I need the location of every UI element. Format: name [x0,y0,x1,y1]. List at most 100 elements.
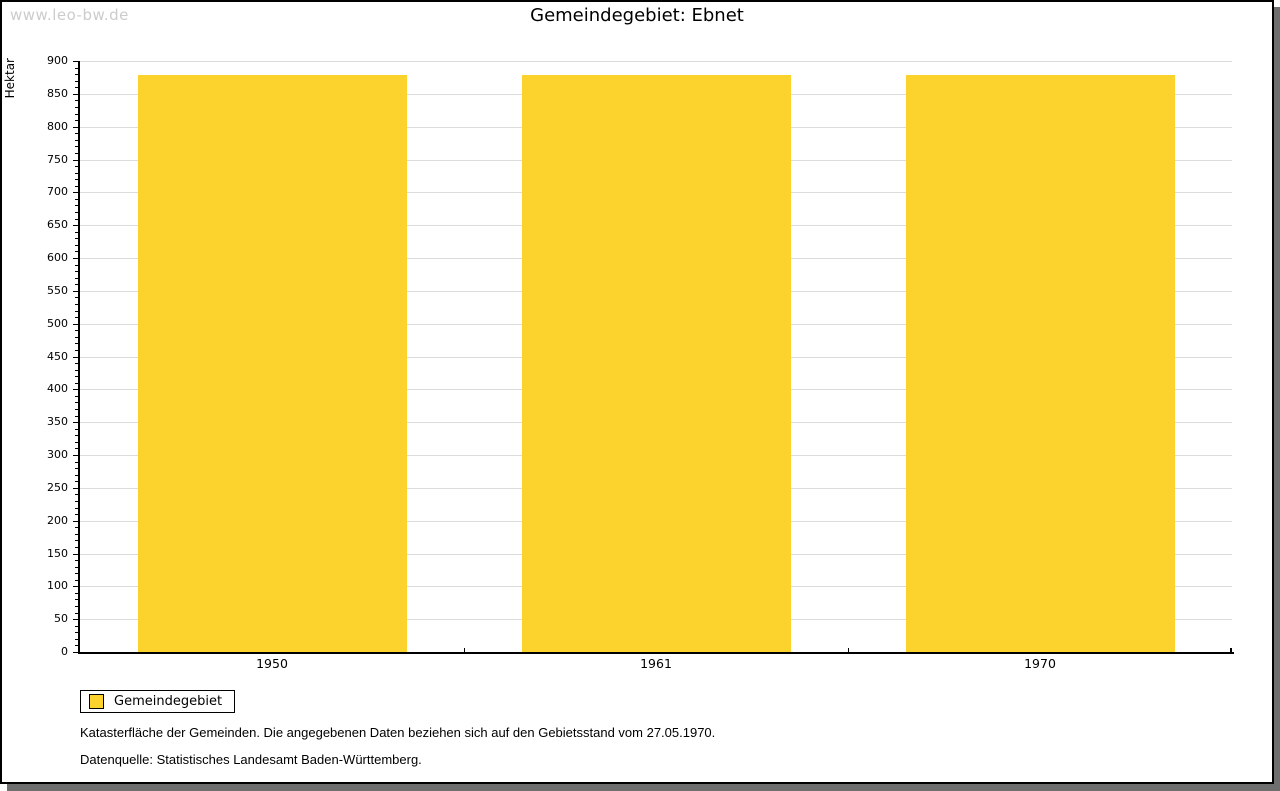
y-minor-tick [75,573,78,574]
y-minor-tick [75,645,78,646]
y-minor-tick [75,186,78,187]
y-minor-tick [75,337,78,338]
y-minor-tick [75,284,78,285]
y-minor-tick [75,481,78,482]
x-axis-end-tick [1230,648,1232,652]
y-tick-label: 300 [47,448,68,461]
y-minor-tick [75,448,78,449]
y-minor-tick [75,435,78,436]
y-minor-tick [75,100,78,101]
y-minor-tick [75,120,78,121]
chart-title: Gemeindegebiet: Ebnet [530,5,744,26]
bar [138,75,407,652]
y-major-tick [73,258,78,259]
y-minor-tick [75,114,78,115]
y-minor-tick [75,514,78,515]
y-major-tick [73,455,78,456]
y-minor-tick [75,350,78,351]
y-major-tick [73,127,78,128]
y-minor-tick [75,245,78,246]
y-minor-tick [75,304,78,305]
y-minor-tick [75,311,78,312]
y-major-tick [73,521,78,522]
y-minor-tick [75,475,78,476]
x-tick-label: 1970 [1024,656,1056,671]
y-minor-tick [75,416,78,417]
y-major-tick [73,324,78,325]
y-tick-label: 550 [47,284,68,297]
y-minor-tick [75,639,78,640]
y-minor-tick [75,219,78,220]
y-tick-label: 200 [47,514,68,527]
y-minor-tick [75,567,78,568]
y-minor-tick [75,468,78,469]
y-minor-tick [75,613,78,614]
y-major-tick [73,61,78,62]
y-minor-tick [75,402,78,403]
y-tick-label: 650 [47,218,68,231]
y-minor-tick [75,606,78,607]
y-major-tick [73,619,78,620]
y-tick-label: 450 [47,350,68,363]
y-minor-tick [75,153,78,154]
y-tick-label: 100 [47,579,68,592]
y-minor-tick [75,599,78,600]
y-minor-tick [75,560,78,561]
y-minor-tick [75,146,78,147]
y-minor-tick [75,632,78,633]
y-major-tick [73,225,78,226]
footnote-source-note: Katasterfläche der Gemeinden. Die angege… [80,725,716,740]
y-minor-tick [75,363,78,364]
y-minor-tick [75,396,78,397]
y-minor-tick [75,173,78,174]
bar [522,75,791,652]
x-boundary-tick [464,648,465,652]
y-tick-label: 250 [47,481,68,494]
y-minor-tick [75,343,78,344]
y-tick-label: 600 [47,251,68,264]
y-tick-label: 850 [47,87,68,100]
y-major-tick [73,554,78,555]
y-minor-tick [75,580,78,581]
legend-swatch [89,694,104,709]
y-major-tick [73,422,78,423]
legend: Gemeindegebiet [80,690,236,713]
y-minor-tick [75,376,78,377]
y-minor-tick [75,232,78,233]
y-minor-tick [75,330,78,331]
y-minor-tick [75,81,78,82]
y-minor-tick [75,429,78,430]
y-major-tick [73,652,78,653]
y-minor-tick [75,527,78,528]
y-minor-tick [75,462,78,463]
y-axis [78,61,80,654]
y-tick-label: 400 [47,382,68,395]
y-minor-tick [75,251,78,252]
y-minor-tick [75,593,78,594]
y-minor-tick [75,501,78,502]
y-major-tick [73,357,78,358]
y-minor-tick [75,508,78,509]
y-minor-tick [75,140,78,141]
y-minor-tick [75,212,78,213]
y-minor-tick [75,534,78,535]
x-boundary-tick [848,648,849,652]
y-minor-tick [75,317,78,318]
y-minor-tick [75,205,78,206]
y-major-tick [73,389,78,390]
y-tick-label: 700 [47,185,68,198]
y-minor-tick [75,626,78,627]
y-major-tick [73,94,78,95]
x-tick-label: 1950 [256,656,288,671]
y-minor-tick [75,166,78,167]
watermark: www.leo-bw.de [10,6,129,24]
x-tick-label: 1961 [640,656,672,671]
y-minor-tick [75,442,78,443]
y-major-tick [73,160,78,161]
y-minor-tick [75,547,78,548]
y-major-tick [73,488,78,489]
y-major-tick [73,586,78,587]
y-minor-tick [75,494,78,495]
y-tick-label: 350 [47,415,68,428]
